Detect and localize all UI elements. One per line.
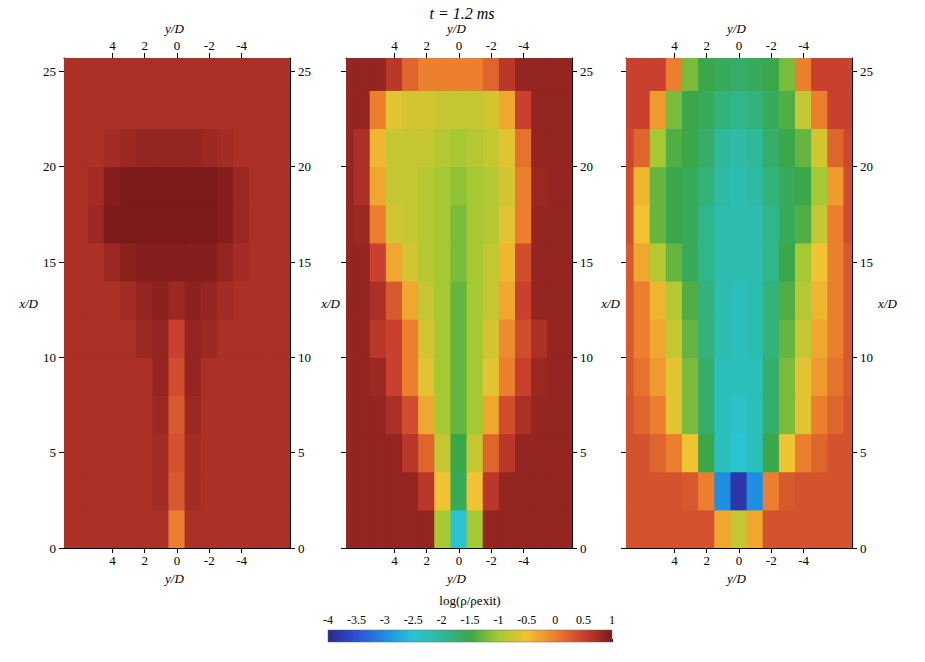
svg-text:-2: -2 bbox=[437, 613, 447, 627]
svg-text:5: 5 bbox=[298, 445, 305, 460]
svg-text:x/D: x/D bbox=[600, 296, 620, 311]
svg-text:4: 4 bbox=[671, 38, 678, 53]
svg-text:2: 2 bbox=[141, 553, 148, 568]
svg-text:4: 4 bbox=[109, 38, 116, 53]
svg-text:-4: -4 bbox=[236, 38, 247, 53]
svg-text:-4: -4 bbox=[518, 553, 529, 568]
svg-text:-4: -4 bbox=[518, 38, 529, 53]
svg-text:-1: -1 bbox=[493, 613, 503, 627]
svg-text:y/D: y/D bbox=[163, 571, 184, 586]
svg-text:0: 0 bbox=[580, 541, 587, 556]
svg-text:20: 20 bbox=[43, 159, 56, 174]
svg-text:-2.5: -2.5 bbox=[404, 613, 423, 627]
svg-text:-4: -4 bbox=[236, 553, 247, 568]
svg-text:y/D: y/D bbox=[725, 21, 746, 36]
svg-text:10: 10 bbox=[43, 350, 56, 365]
svg-text:-2: -2 bbox=[204, 553, 215, 568]
svg-text:15: 15 bbox=[580, 255, 593, 270]
svg-text:0: 0 bbox=[50, 541, 57, 556]
svg-text:5: 5 bbox=[50, 445, 57, 460]
svg-text:-3: -3 bbox=[380, 613, 390, 627]
svg-text:y/D: y/D bbox=[725, 571, 746, 586]
svg-text:15: 15 bbox=[860, 255, 873, 270]
svg-text:y/D: y/D bbox=[445, 21, 466, 36]
svg-text:20: 20 bbox=[580, 159, 593, 174]
svg-text:2: 2 bbox=[423, 553, 430, 568]
svg-text:0: 0 bbox=[736, 38, 743, 53]
svg-text:0: 0 bbox=[456, 38, 463, 53]
svg-text:log(ρ/ρexit): log(ρ/ρexit) bbox=[439, 593, 500, 608]
svg-text:-4: -4 bbox=[323, 613, 333, 627]
svg-text:-2: -2 bbox=[486, 553, 497, 568]
svg-text:2: 2 bbox=[423, 38, 430, 53]
svg-text:0: 0 bbox=[736, 553, 743, 568]
svg-text:10: 10 bbox=[860, 350, 873, 365]
svg-text:2: 2 bbox=[703, 38, 710, 53]
svg-text:10: 10 bbox=[298, 350, 311, 365]
svg-text:4: 4 bbox=[671, 553, 678, 568]
svg-text:5: 5 bbox=[860, 445, 867, 460]
svg-text:15: 15 bbox=[43, 255, 56, 270]
svg-text:4: 4 bbox=[109, 553, 116, 568]
svg-text:25: 25 bbox=[298, 64, 311, 79]
svg-text:x/D: x/D bbox=[877, 296, 897, 311]
svg-text:t = 1.2 ms: t = 1.2 ms bbox=[429, 5, 494, 22]
svg-text:20: 20 bbox=[298, 159, 311, 174]
svg-text:-2: -2 bbox=[486, 38, 497, 53]
svg-text:10: 10 bbox=[580, 350, 593, 365]
svg-text:4: 4 bbox=[391, 38, 398, 53]
svg-text:25: 25 bbox=[580, 64, 593, 79]
svg-text:-0.5: -0.5 bbox=[517, 613, 536, 627]
svg-text:-2: -2 bbox=[766, 553, 777, 568]
svg-text:4: 4 bbox=[391, 553, 398, 568]
svg-text:x/D: x/D bbox=[18, 296, 38, 311]
svg-text:0: 0 bbox=[174, 38, 181, 53]
svg-text:1: 1 bbox=[609, 613, 615, 627]
svg-text:-4: -4 bbox=[798, 38, 809, 53]
svg-text:-4: -4 bbox=[798, 553, 809, 568]
svg-text:y/D: y/D bbox=[163, 21, 184, 36]
svg-text:25: 25 bbox=[43, 64, 56, 79]
svg-text:x/D: x/D bbox=[320, 296, 340, 311]
svg-text:25: 25 bbox=[860, 64, 873, 79]
svg-text:-2: -2 bbox=[766, 38, 777, 53]
svg-text:0: 0 bbox=[552, 613, 558, 627]
svg-text:2: 2 bbox=[703, 553, 710, 568]
svg-text:15: 15 bbox=[298, 255, 311, 270]
svg-text:-1.5: -1.5 bbox=[461, 613, 480, 627]
svg-text:y/D: y/D bbox=[445, 571, 466, 586]
svg-text:0: 0 bbox=[174, 553, 181, 568]
svg-text:0: 0 bbox=[298, 541, 305, 556]
svg-text:20: 20 bbox=[860, 159, 873, 174]
svg-text:2: 2 bbox=[141, 38, 148, 53]
svg-text:-2: -2 bbox=[204, 38, 215, 53]
svg-text:0.5: 0.5 bbox=[576, 613, 591, 627]
svg-text:5: 5 bbox=[580, 445, 587, 460]
svg-text:-3.5: -3.5 bbox=[347, 613, 366, 627]
svg-text:0: 0 bbox=[860, 541, 867, 556]
svg-text:0: 0 bbox=[456, 553, 463, 568]
